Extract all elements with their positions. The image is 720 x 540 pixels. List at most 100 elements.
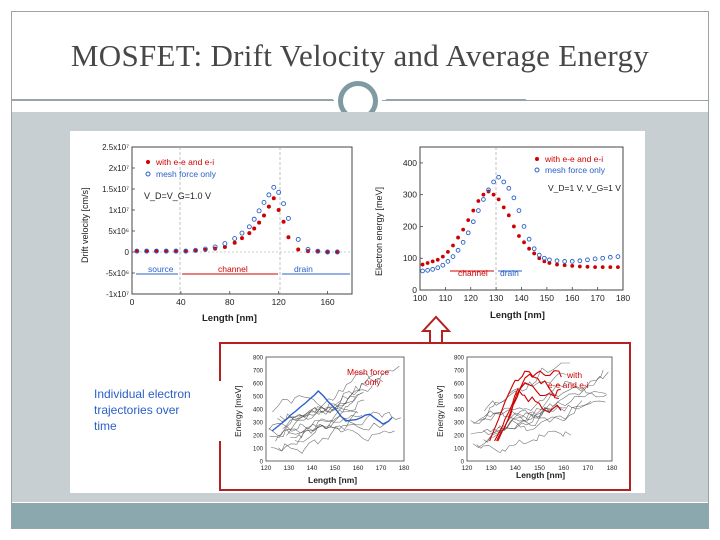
trajectory-trace [470,369,604,424]
energy-point [511,224,516,229]
energy-point [470,219,476,225]
energy-point [446,249,450,254]
energy-point [501,205,506,210]
figure-panel: 2.5x10⁷ 2x10⁷ 1.5x10⁷ 1x10⁷ 5x10⁶ 0 -5x10⁶ -1x1… [70,131,645,493]
trajectory-trace [479,372,567,421]
legend-marker-filled-2 [535,157,539,161]
drift-point [232,240,237,245]
inset-right-label-2: e-e and e-i [548,380,589,390]
trajectory-trace [286,399,365,436]
drift-point [239,230,245,236]
energy-region-drain: drain [500,268,519,278]
energy-point [517,234,521,238]
region-drain: drain [294,264,313,274]
inset-left-ytick-label: 500 [253,395,264,401]
up-arrow-icon [420,315,452,344]
trajectory-highlight-red [496,382,561,442]
energy-ytick-label: 0 [412,285,417,295]
trajectory-trace [472,400,583,424]
energy-point [476,199,481,203]
inset-right-ylabel: Energy [meV] [435,386,445,438]
inset-left-label-2: only [365,377,381,387]
trajectory-trace [269,383,368,438]
drift-legend-2: mesh force only [156,169,217,179]
inset-right-ytick-label: 300 [454,421,465,427]
drift-xtick-label: 80 [225,297,235,307]
energy-point [481,192,486,197]
inset-left-xtick-label: 170 [376,465,387,472]
energy-point [450,254,456,259]
energy-xtick-label: 150 [540,293,554,303]
inset-right-ytick-label: 200 [454,434,465,440]
drift-point [266,204,271,209]
drift-plot-frame [131,146,353,295]
energy-point [577,264,582,269]
inset-left-xtick-label: 120 [261,465,272,472]
inset-right-xlabel: Length [nm] [516,470,565,480]
drift-point [271,196,276,201]
trajectory-highlight-red [494,388,562,442]
inset-left-xtick-label: 160 [353,465,364,472]
energy-point [555,262,559,267]
trajectory-trace [470,401,592,435]
slide-frame [11,11,709,529]
bottom-bar [12,503,708,528]
energy-ytick-label: 400 [403,158,417,168]
callout-box [84,381,226,441]
inset-right-xtick-label: 160 [558,465,569,472]
callout-line-2: trajectories over [94,403,179,417]
energy-point [593,265,597,270]
drift-point [144,248,150,254]
energy-point [526,236,532,242]
drift-point [247,231,252,236]
energy-point [577,258,583,264]
drift-point [262,213,266,218]
energy-xtick-label: 140 [514,293,528,303]
energy-point [585,257,590,263]
trajectory-trace [484,362,571,412]
trajectory-highlight-red [489,370,560,442]
drift-point [266,192,272,198]
inset-left-ytick-label: 400 [253,408,264,414]
inset-left-ytick-label: 700 [253,369,264,375]
energy-point [456,235,460,240]
energy-point [537,256,542,261]
drift-point [212,244,218,250]
drift-ytick-label: 5x10⁶ [108,227,129,236]
legend-marker-open [145,171,151,177]
drift-xtick-label: 0 [130,297,135,307]
inset-left-xtick-label: 130 [284,465,295,472]
trajectory-trace [268,419,390,437]
inset-left-xlabel: Length [nm] [308,475,357,485]
trajectory-trace [272,395,356,414]
energy-point [511,195,517,201]
inset-right-xtick-label: 140 [510,465,521,472]
drift-ytick-label: 2.5x10⁷ [102,143,129,152]
energy-point [608,265,613,270]
drift-point [232,236,238,242]
trajectory-trace [288,373,376,421]
energy-point [592,256,598,262]
drift-point [271,184,277,190]
energy-ytick-label: 100 [403,253,417,263]
trajectory-trace [279,365,400,421]
inset-left-ytick-label: 300 [253,421,264,427]
drift-xtick-label: 40 [176,297,186,307]
drift-point [296,247,301,252]
energy-point [506,213,511,218]
energy-point [521,224,527,229]
energy-legend-2: mesh force only [545,165,606,175]
drift-xlabel: Length [nm] [202,313,257,324]
slide-title: MOSFET: Drift Velocity and Average Energ… [70,38,650,73]
energy-point [486,187,491,193]
drift-point [222,244,227,249]
energy-point [420,262,425,267]
drift-point [240,236,244,241]
drift-annotation: V_D=V_G=1.0 V [144,191,211,201]
figure-svg: 2.5x10⁷ 2x10⁷ 1.5x10⁷ 1x10⁷ 5x10⁶ 0 -5x10⁶ -1x1… [80,143,631,491]
drift-ytick-label: 2x10⁷ [109,164,129,173]
drift-point [173,248,179,254]
energy-point [541,255,547,261]
energy-ytick-label: 300 [403,190,417,200]
